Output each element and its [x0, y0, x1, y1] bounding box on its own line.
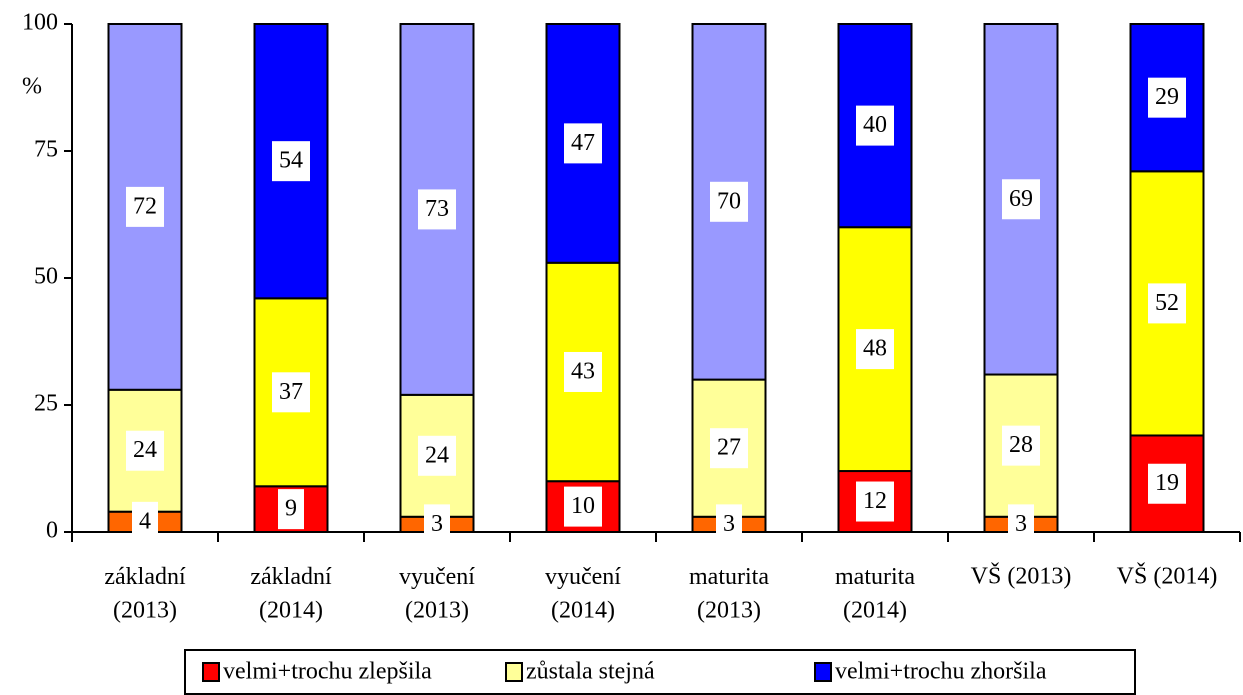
- data-label: 47: [571, 130, 595, 156]
- data-label-box: [564, 486, 602, 527]
- data-label: 10: [571, 493, 595, 519]
- data-label: 40: [863, 112, 887, 138]
- data-label: 24: [133, 437, 157, 463]
- data-label-box: [710, 428, 748, 469]
- data-label: 69: [1009, 186, 1033, 212]
- data-label: 28: [1009, 432, 1033, 458]
- x-tick-label: maturita (2013): [689, 564, 769, 624]
- data-label: 12: [863, 488, 887, 514]
- data-label-box: [126, 430, 164, 471]
- x-tick-label: maturita (2014): [835, 564, 915, 624]
- data-label-box: [1002, 179, 1040, 220]
- data-label: 37: [279, 379, 303, 405]
- x-tick-label: VŠ (2013): [971, 563, 1072, 590]
- legend-label: velmi+trochu zhoršila: [835, 659, 1047, 685]
- data-label-box: [564, 123, 602, 164]
- data-label-box: [1148, 77, 1186, 118]
- y-tick-label: 100: [22, 10, 58, 36]
- x-tick-label: VŠ (2014): [1117, 563, 1218, 590]
- legend-label: zůstala stejná: [526, 659, 655, 685]
- legend-swatch: [814, 662, 832, 682]
- y-tick-label: 0: [46, 518, 58, 544]
- x-tick-label: vyučení (2013): [399, 564, 475, 624]
- data-label: 52: [1155, 290, 1179, 316]
- data-label-box: [564, 351, 602, 392]
- data-label: 70: [717, 188, 741, 214]
- data-label: 3: [723, 511, 735, 537]
- data-label: 27: [717, 435, 741, 461]
- data-label: 73: [425, 196, 449, 222]
- data-label: 29: [1155, 84, 1179, 110]
- data-label-box: [1002, 425, 1040, 466]
- y-tick-label: 75: [34, 137, 58, 163]
- data-label-box: [278, 489, 304, 530]
- data-label-box: [424, 504, 450, 545]
- data-label-box: [716, 504, 742, 545]
- data-label-box: [418, 189, 456, 230]
- data-label-box: [1008, 504, 1034, 545]
- data-label: 9: [285, 496, 297, 522]
- data-label: 43: [571, 358, 595, 384]
- data-label: 48: [863, 336, 887, 362]
- data-label-box: [710, 181, 748, 222]
- legend-box: [184, 649, 1136, 695]
- data-label-box: [272, 372, 310, 413]
- data-label-box: [272, 141, 310, 182]
- legend-swatch: [202, 662, 220, 682]
- data-label: 4: [139, 508, 151, 534]
- legend-label: velmi+trochu zlepšila: [223, 659, 432, 685]
- data-label-box: [1148, 283, 1186, 324]
- data-label-box: [132, 501, 158, 542]
- data-label-box: [126, 186, 164, 227]
- bar-segment: [691, 23, 767, 381]
- x-tick-label: základní (2013): [104, 564, 186, 624]
- y-tick-label: 25: [34, 391, 58, 417]
- data-label: 72: [133, 193, 157, 219]
- data-label: 3: [1015, 511, 1027, 537]
- x-tick-label: vyučení (2014): [545, 564, 621, 624]
- data-label-box: [856, 481, 894, 522]
- data-label: 3: [431, 511, 443, 537]
- data-label-box: [856, 105, 894, 146]
- data-label: 24: [425, 442, 449, 468]
- bar-segment: [545, 23, 621, 264]
- data-label: 54: [279, 148, 303, 174]
- y-axis-label: %: [22, 74, 42, 100]
- data-label-box: [856, 329, 894, 370]
- data-label: 19: [1155, 470, 1179, 496]
- data-label-box: [418, 435, 456, 476]
- y-tick-label: 50: [34, 264, 58, 290]
- legend-swatch: [505, 662, 523, 682]
- data-label-box: [1148, 463, 1186, 504]
- x-tick-label: základní (2014): [250, 564, 332, 624]
